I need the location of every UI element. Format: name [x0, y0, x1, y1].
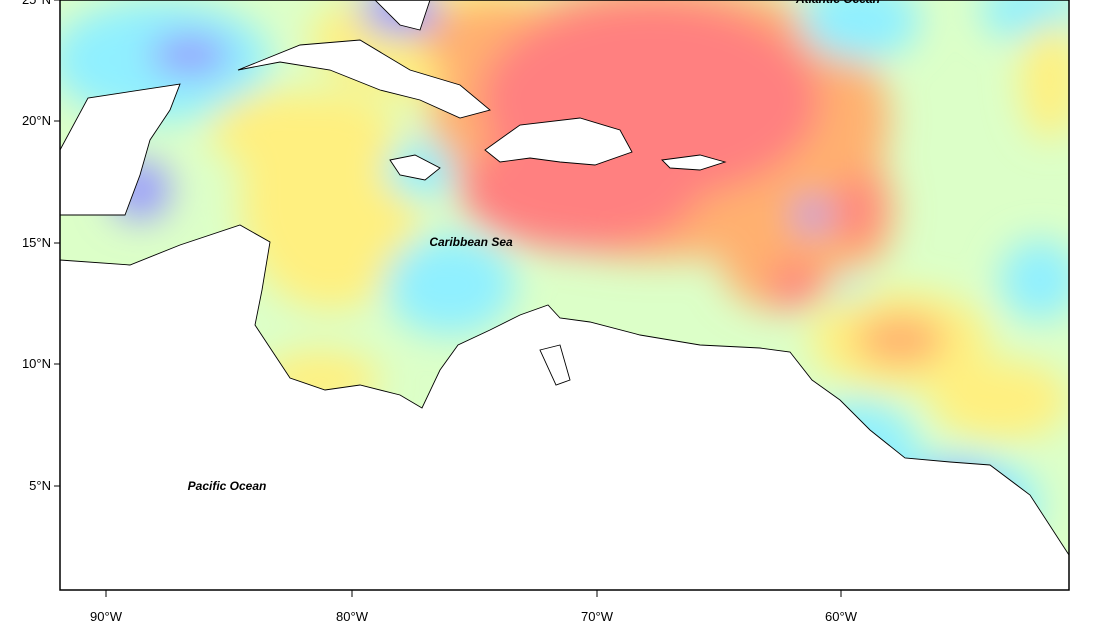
place-label: Pacific Ocean — [188, 479, 267, 493]
place-label: Caribbean Sea — [429, 235, 513, 249]
place-label: Atlantic Ocean — [795, 0, 880, 6]
lon-tick-label: 60°W — [825, 609, 858, 624]
lat-tick-label: 20°N — [22, 113, 51, 128]
lon-tick-label: 70°W — [581, 609, 614, 624]
lat-tick-label: 5°N — [29, 478, 51, 493]
lon-tick-label: 80°W — [336, 609, 369, 624]
lat-tick-label: 10°N — [22, 356, 51, 371]
lat-tick-label: 15°N — [22, 235, 51, 250]
lon-tick-label: 90°W — [90, 609, 123, 624]
land — [59, 0, 1070, 591]
map-frame — [59, 0, 1070, 591]
lat-tick-label: 25°N — [22, 0, 51, 7]
